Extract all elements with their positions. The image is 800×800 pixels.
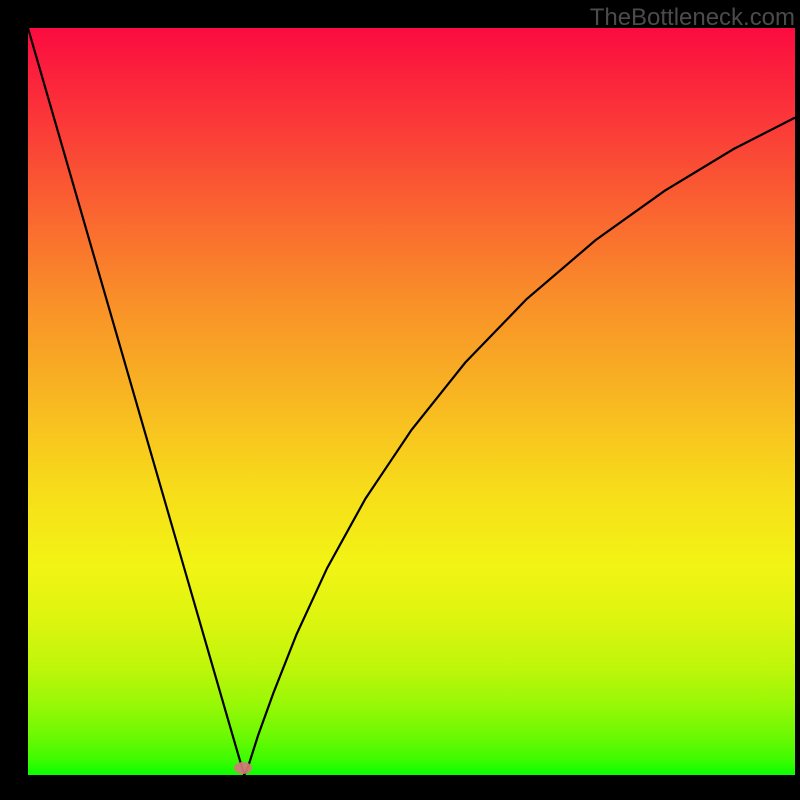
- watermark-text: TheBottleneck.com: [590, 4, 795, 32]
- optimum-marker: [234, 762, 252, 774]
- plot-area: [28, 28, 795, 775]
- bottleneck-curve: [28, 28, 795, 775]
